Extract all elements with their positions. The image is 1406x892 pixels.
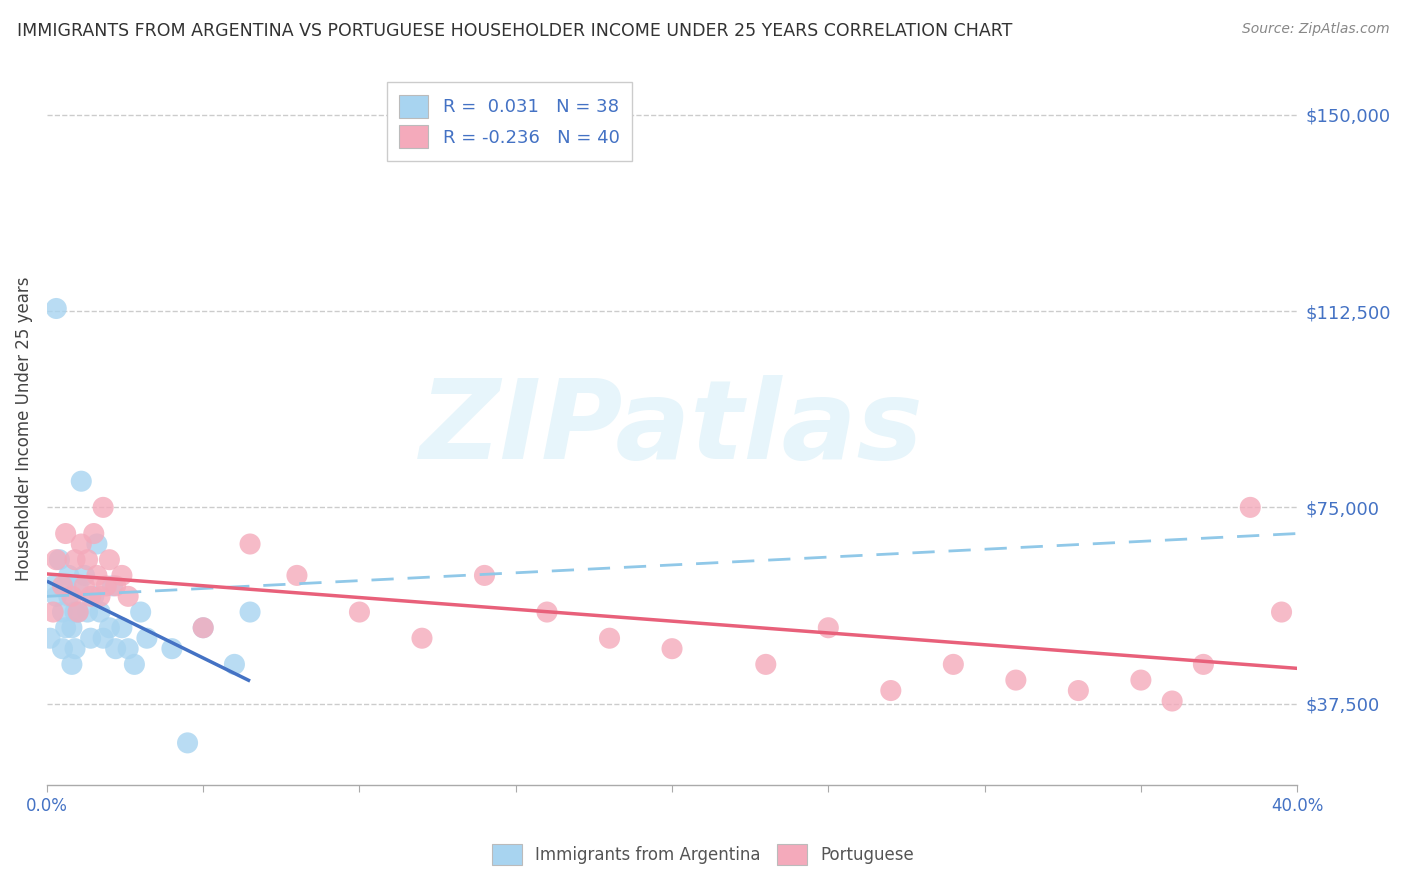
- Point: [42, 579, 65, 593]
- Point: [89, 590, 111, 604]
- Point: [63, 641, 86, 656]
- Point: [176, 736, 198, 750]
- Point: [117, 641, 139, 656]
- Point: [349, 605, 371, 619]
- Point: [411, 631, 433, 645]
- Point: [285, 568, 308, 582]
- Point: [60, 621, 83, 635]
- Point: [98, 552, 121, 566]
- Point: [91, 631, 114, 645]
- Point: [129, 605, 152, 619]
- Point: [124, 657, 146, 672]
- Point: [76, 605, 98, 619]
- Point: [63, 552, 86, 566]
- Point: [86, 568, 108, 582]
- Point: [76, 552, 98, 566]
- Point: [73, 568, 96, 582]
- Point: [83, 590, 105, 604]
- Point: [239, 537, 262, 551]
- Point: [98, 621, 121, 635]
- Point: [817, 621, 839, 635]
- Point: [63, 605, 86, 619]
- Point: [104, 579, 127, 593]
- Point: [42, 605, 65, 619]
- Point: [67, 605, 90, 619]
- Point: [91, 500, 114, 515]
- Point: [1239, 500, 1261, 515]
- Point: [880, 683, 903, 698]
- Point: [104, 641, 127, 656]
- Point: [111, 621, 134, 635]
- Point: [1067, 683, 1090, 698]
- Point: [51, 641, 73, 656]
- Point: [39, 631, 62, 645]
- Point: [536, 605, 558, 619]
- Text: Source: ZipAtlas.com: Source: ZipAtlas.com: [1241, 22, 1389, 37]
- Point: [942, 657, 965, 672]
- Point: [58, 590, 80, 604]
- Point: [67, 579, 90, 593]
- Point: [73, 579, 96, 593]
- Point: [755, 657, 778, 672]
- Point: [51, 605, 73, 619]
- Text: IMMIGRANTS FROM ARGENTINA VS PORTUGUESE HOUSEHOLDER INCOME UNDER 25 YEARS CORREL: IMMIGRANTS FROM ARGENTINA VS PORTUGUESE …: [17, 22, 1012, 40]
- Point: [45, 590, 67, 604]
- Point: [45, 552, 67, 566]
- Point: [599, 631, 621, 645]
- Point: [58, 568, 80, 582]
- Legend: R =  0.031   N = 38, R = -0.236   N = 40: R = 0.031 N = 38, R = -0.236 N = 40: [387, 82, 633, 161]
- Point: [55, 621, 77, 635]
- Point: [51, 579, 73, 593]
- Point: [96, 579, 118, 593]
- Point: [70, 474, 93, 488]
- Point: [1005, 673, 1028, 687]
- Point: [45, 301, 67, 316]
- Point: [661, 641, 683, 656]
- Point: [1161, 694, 1184, 708]
- Point: [1192, 657, 1215, 672]
- Point: [55, 579, 77, 593]
- Point: [79, 590, 101, 604]
- Legend: Immigrants from Argentina, Portuguese: Immigrants from Argentina, Portuguese: [484, 836, 922, 873]
- Point: [48, 552, 70, 566]
- Point: [111, 568, 134, 582]
- Point: [1270, 605, 1292, 619]
- Point: [83, 526, 105, 541]
- Point: [193, 621, 215, 635]
- Point: [55, 526, 77, 541]
- Point: [79, 631, 101, 645]
- Y-axis label: Householder Income Under 25 years: Householder Income Under 25 years: [15, 277, 32, 581]
- Point: [60, 590, 83, 604]
- Point: [474, 568, 496, 582]
- Point: [160, 641, 183, 656]
- Point: [67, 605, 90, 619]
- Point: [86, 537, 108, 551]
- Point: [135, 631, 157, 645]
- Point: [239, 605, 262, 619]
- Point: [1129, 673, 1152, 687]
- Point: [117, 590, 139, 604]
- Point: [70, 537, 93, 551]
- Point: [193, 621, 215, 635]
- Point: [89, 605, 111, 619]
- Text: ZIPatlas: ZIPatlas: [420, 376, 924, 483]
- Point: [224, 657, 246, 672]
- Point: [60, 657, 83, 672]
- Point: [101, 579, 124, 593]
